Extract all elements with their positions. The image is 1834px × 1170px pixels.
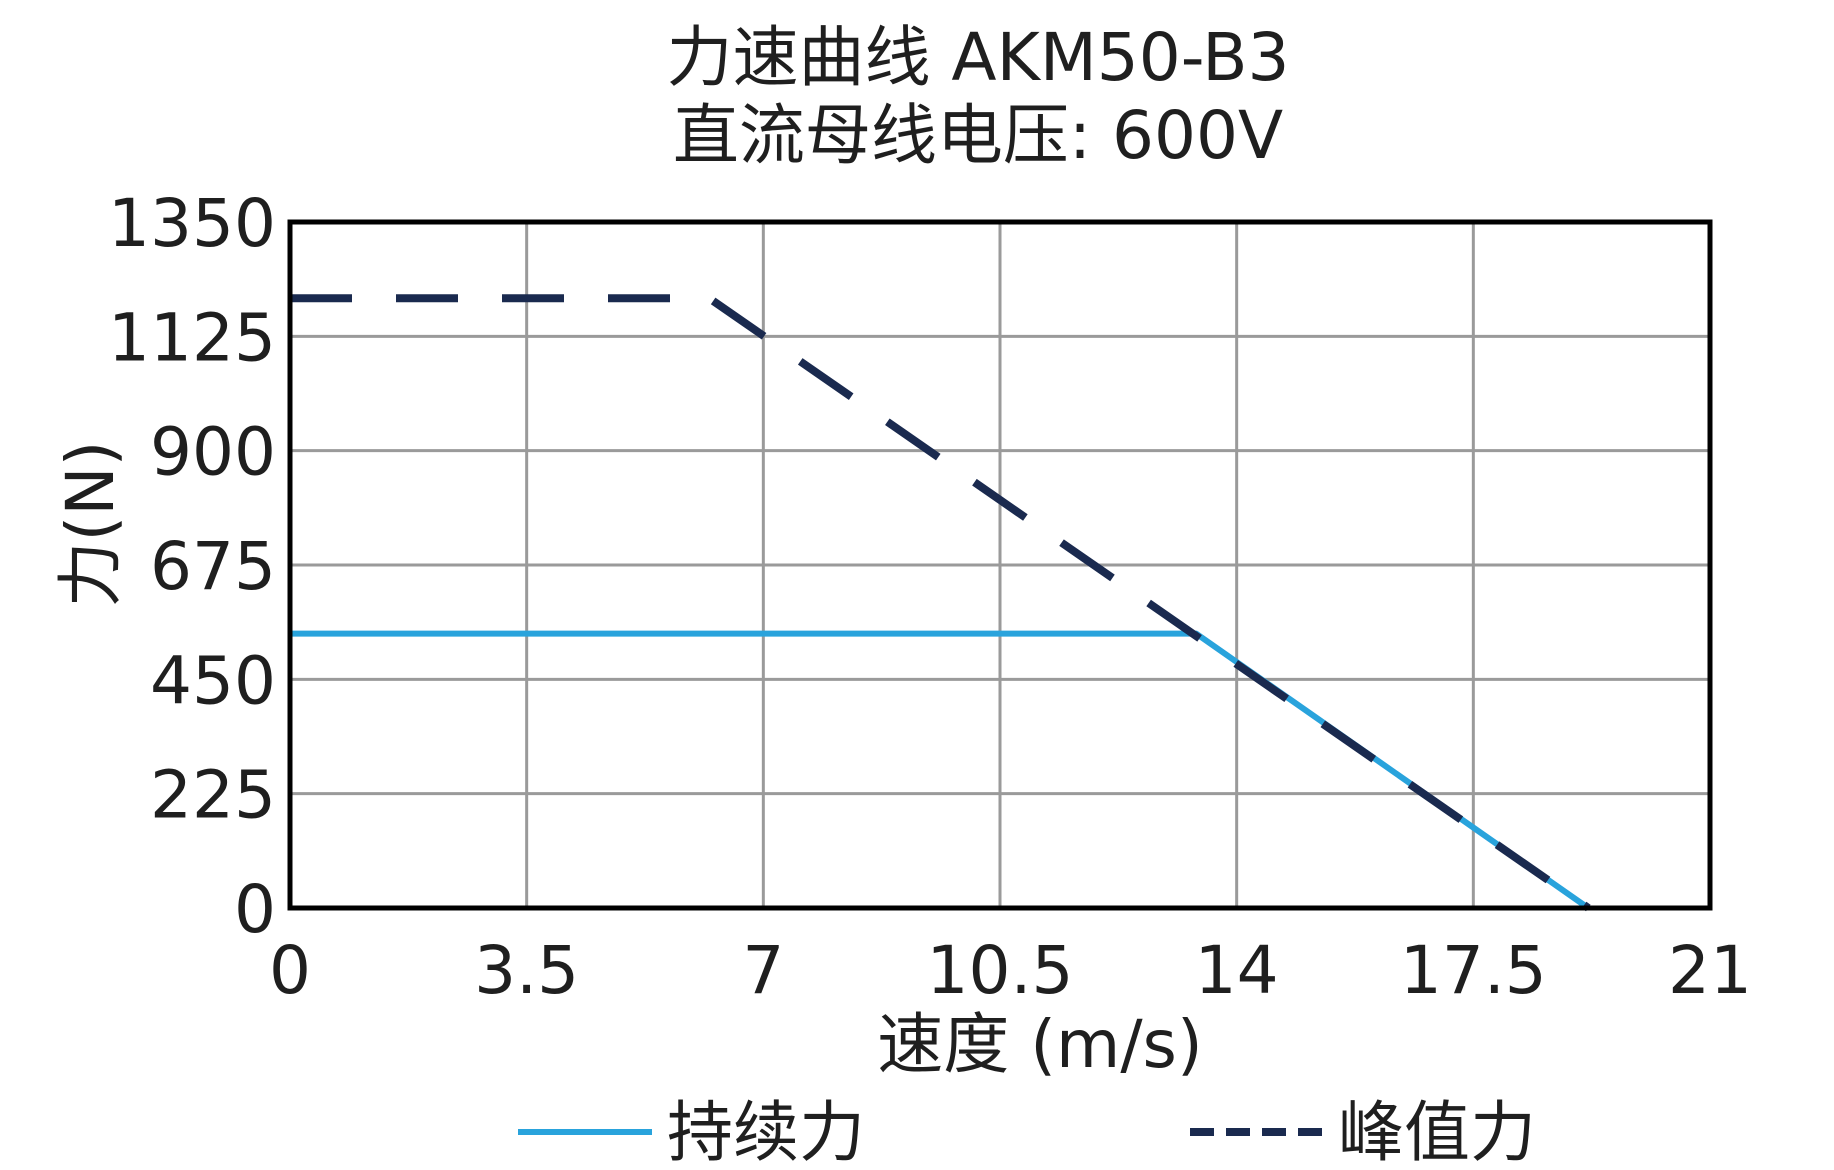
plot-frame — [287, 219, 1713, 911]
y-tick-label: 675 — [150, 528, 276, 605]
x-tick-label: 0 — [269, 932, 311, 1009]
grid-lines — [290, 222, 1710, 908]
x-tick-label: 17.5 — [1400, 932, 1547, 1009]
x-axis-label: 速度 (m/s) — [877, 1006, 1202, 1083]
x-tick-label: 21 — [1668, 932, 1752, 1009]
data-series — [290, 294, 1591, 912]
y-tick-label: 450 — [150, 642, 276, 719]
y-tick-label: 0 — [234, 871, 276, 948]
y-axis-label: 力(N) — [52, 441, 129, 608]
peak-force-line — [290, 294, 1591, 912]
legend: 持续力 峰值力 — [518, 1094, 1536, 1170]
y-tick-label: 225 — [150, 757, 276, 834]
x-tick-label: 7 — [742, 932, 784, 1009]
x-tick-label: 10.5 — [927, 932, 1074, 1009]
y-tick-label: 1350 — [108, 185, 276, 262]
x-tick-label: 14 — [1195, 932, 1279, 1009]
chart-title: 力速曲线 AKM50-B3 — [666, 19, 1289, 96]
y-tick-label: 900 — [150, 414, 276, 491]
continuous-force-line — [290, 630, 1591, 911]
legend-continuous-force-label: 持续力 — [667, 1094, 865, 1170]
tick-labels: 0 3.5 7 10.5 14 17.5 21 0 225 450 675 900 1125 1350 — [108, 185, 1752, 1009]
x-tick-label: 3.5 — [474, 932, 579, 1009]
y-tick-label: 1125 — [108, 299, 276, 376]
legend-peak-force-label: 峰值力 — [1338, 1094, 1536, 1170]
chart-subtitle: 直流母线电压: 600V — [673, 97, 1283, 174]
